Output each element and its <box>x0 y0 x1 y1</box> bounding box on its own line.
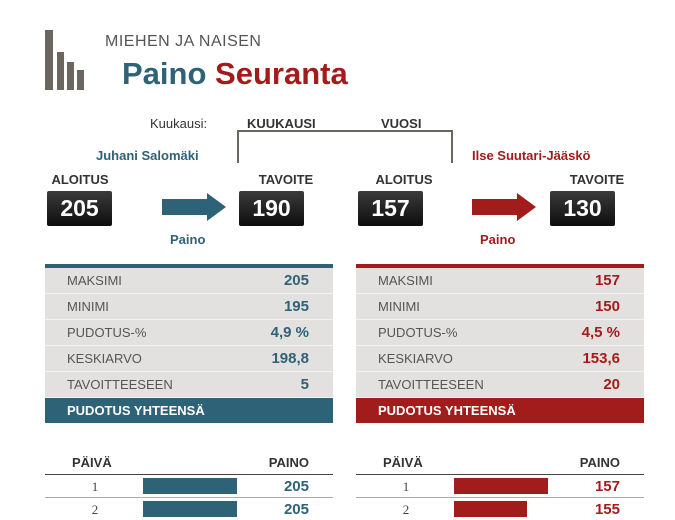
stat-row: TAVOITTEESEEN 20 <box>356 372 644 398</box>
stat-label: MINIMI <box>67 299 109 314</box>
stat-label: KESKIARVO <box>67 351 142 366</box>
panel-top-rule <box>356 264 644 268</box>
male-goal-label: TAVOITE <box>258 172 314 187</box>
right-arrow-icon <box>472 193 536 221</box>
weight-bar <box>143 501 237 517</box>
table-header: PÄIVÄ PAINO <box>356 453 644 475</box>
stat-value: 5 <box>300 376 309 393</box>
male-stats-panel: MAKSIMI 205 MINIMI 195 PUDOTUS-% 4,9 % K… <box>45 264 333 423</box>
page-subtitle: MIEHEN JA NAISEN <box>105 33 262 50</box>
stat-label: KESKIARVO <box>378 351 453 366</box>
title-part-2: Seuranta <box>215 56 348 91</box>
stat-value: 153,6 <box>582 350 620 367</box>
total-loss-value: 10 <box>291 401 309 419</box>
day-cell: 1 <box>402 479 410 494</box>
stat-label: PUDOTUS-% <box>378 325 458 340</box>
weight-bar <box>454 501 527 517</box>
day-cell: 2 <box>402 502 410 517</box>
stat-row: KESKIARVO 198,8 <box>45 346 333 372</box>
stat-row: MINIMI 150 <box>356 294 644 320</box>
weight-cell: 157 <box>594 478 620 495</box>
weight-cell: 205 <box>283 478 309 495</box>
stat-row: KESKIARVO 153,6 <box>356 346 644 372</box>
right-arrow-icon <box>162 193 226 221</box>
page-title: Paino Seuranta <box>122 56 348 92</box>
female-start-value[interactable]: 157 <box>358 191 423 226</box>
stat-label: TAVOITTEESEEN <box>67 377 173 392</box>
table-row[interactable]: 2 205 <box>45 498 333 520</box>
stat-value: 4,5 % <box>581 324 620 341</box>
total-loss-value: 7 <box>611 401 620 419</box>
table-row[interactable]: 1 157 <box>356 475 644 498</box>
total-loss-label: PUDOTUS YHTEENSÄ <box>378 403 516 418</box>
month-label: Kuukausi: <box>150 116 208 131</box>
male-goal-value[interactable]: 190 <box>239 191 304 226</box>
period-bracket <box>237 130 453 163</box>
stat-value: 157 <box>594 272 620 289</box>
weight-column-header: PAINO <box>268 455 309 470</box>
day-cell: 1 <box>91 479 99 494</box>
female-start-label: ALOITUS <box>375 172 433 187</box>
year-field[interactable]: VUOSI <box>381 116 422 131</box>
female-stats-panel: MAKSIMI 157 MINIMI 150 PUDOTUS-% 4,5 % K… <box>356 264 644 423</box>
female-goal-value[interactable]: 130 <box>550 191 615 226</box>
weight-cell: 205 <box>283 501 309 518</box>
table-row[interactable]: 2 155 <box>356 498 644 520</box>
month-field[interactable]: KUUKAUSI <box>247 116 316 131</box>
title-part-1: Paino <box>122 56 207 91</box>
female-name: Ilse Suutari-Jääskö <box>472 148 591 163</box>
stat-label: MINIMI <box>378 299 420 314</box>
table-row[interactable]: 1 205 <box>45 475 333 498</box>
total-loss-label: PUDOTUS YHTEENSÄ <box>67 403 205 418</box>
stat-value: 198,8 <box>271 350 309 367</box>
total-loss-row: PUDOTUS YHTEENSÄ 7 <box>356 398 644 423</box>
stat-row: MAKSIMI 205 <box>45 268 333 294</box>
day-column-header: PÄIVÄ <box>383 455 423 470</box>
stat-value: 195 <box>283 298 309 315</box>
stat-row: TAVOITTEESEEN 5 <box>45 372 333 398</box>
day-column-header: PÄIVÄ <box>72 455 112 470</box>
stat-value: 205 <box>283 272 309 289</box>
male-name: Juhani Salomäki <box>96 148 199 163</box>
stat-row: MAKSIMI 157 <box>356 268 644 294</box>
female-arrow-label: Paino <box>480 232 516 247</box>
stat-label: MAKSIMI <box>67 273 122 288</box>
male-start-label: ALOITUS <box>51 172 109 187</box>
weight-bar <box>143 478 237 494</box>
male-daily-table: PÄIVÄ PAINO 1 205 2 205 <box>45 453 333 520</box>
stat-value: 150 <box>594 298 620 315</box>
panel-top-rule <box>45 264 333 268</box>
stat-label: PUDOTUS-% <box>67 325 147 340</box>
female-goal-label: TAVOITE <box>569 172 625 187</box>
total-loss-row: PUDOTUS YHTEENSÄ 10 <box>45 398 333 423</box>
stat-value: 4,9 % <box>270 324 309 341</box>
table-header: PÄIVÄ PAINO <box>45 453 333 475</box>
weight-cell: 155 <box>594 501 620 518</box>
weight-bar <box>454 478 548 494</box>
stat-value: 20 <box>603 376 620 393</box>
stat-row: PUDOTUS-% 4,5 % <box>356 320 644 346</box>
day-cell: 2 <box>91 502 99 517</box>
chart-logo-icon <box>45 30 85 90</box>
stat-label: TAVOITTEESEEN <box>378 377 484 392</box>
weight-column-header: PAINO <box>579 455 620 470</box>
male-start-value[interactable]: 205 <box>47 191 112 226</box>
stat-row: PUDOTUS-% 4,9 % <box>45 320 333 346</box>
stat-label: MAKSIMI <box>378 273 433 288</box>
male-arrow-label: Paino <box>170 232 206 247</box>
female-daily-table: PÄIVÄ PAINO 1 157 2 155 <box>356 453 644 520</box>
stat-row: MINIMI 195 <box>45 294 333 320</box>
